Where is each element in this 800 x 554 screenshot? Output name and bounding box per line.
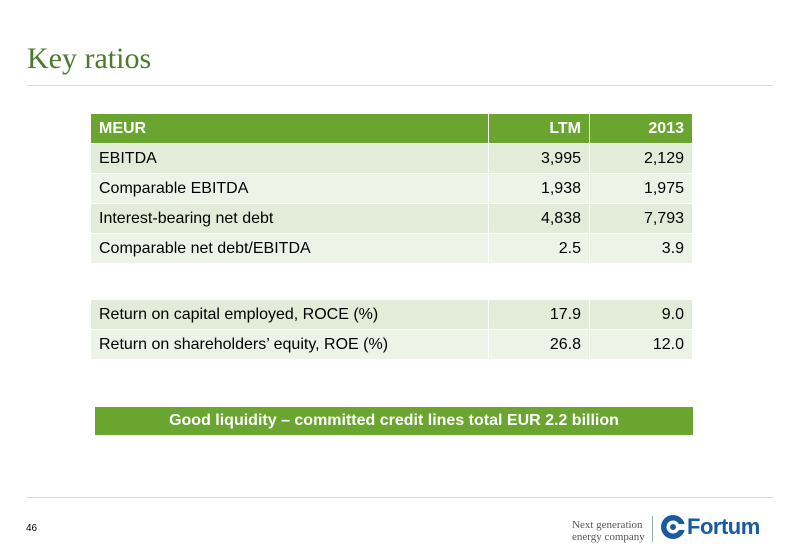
row-label: Comparable EBITDA: [90, 173, 489, 204]
table-header-row: MEUR LTM 2013: [90, 113, 693, 144]
company-logo: Fortum: [660, 514, 760, 540]
row-label: Return on capital employed, ROCE (%): [90, 299, 489, 330]
header-ltm: LTM: [488, 113, 590, 144]
row-2013-value: 1,975: [589, 173, 693, 204]
logo-divider: [652, 516, 653, 542]
key-ratios-table: MEUR LTM 2013 EBITDA 3,995 2,129 Compara…: [90, 113, 693, 264]
returns-table: Return on capital employed, ROCE (%) 17.…: [90, 299, 693, 360]
row-ltm-value: 2.5: [488, 233, 590, 264]
header-2013: 2013: [589, 113, 693, 144]
table-row: EBITDA 3,995 2,129: [90, 143, 693, 174]
row-label: Return on shareholders’ equity, ROE (%): [90, 329, 489, 360]
table-row: Comparable net debt/EBITDA 2.5 3.9: [90, 233, 693, 264]
row-label: EBITDA: [90, 143, 489, 174]
row-2013-value: 2,129: [589, 143, 693, 174]
row-2013-value: 12.0: [589, 329, 693, 360]
tagline-line-2: energy company: [572, 531, 645, 543]
row-ltm-value: 26.8: [488, 329, 590, 360]
header-meur: MEUR: [90, 113, 489, 144]
row-label: Interest-bearing net debt: [90, 203, 489, 234]
slide-title: Key ratios: [27, 42, 152, 75]
table-row: Comparable EBITDA 1,938 1,975: [90, 173, 693, 204]
footer-divider: [27, 497, 773, 498]
row-2013-value: 7,793: [589, 203, 693, 234]
row-ltm-value: 4,838: [488, 203, 590, 234]
table-row: Interest-bearing net debt 4,838 7,793: [90, 203, 693, 234]
tagline-line-1: Next generation: [572, 519, 643, 531]
row-ltm-value: 17.9: [488, 299, 590, 330]
table-row: Return on shareholders’ equity, ROE (%) …: [90, 329, 693, 360]
company-tagline: Next generation energy company: [572, 519, 652, 543]
table-row: Return on capital employed, ROCE (%) 17.…: [90, 299, 693, 330]
liquidity-banner: Good liquidity – committed credit lines …: [95, 407, 693, 435]
page-number: 46: [26, 523, 38, 534]
row-label: Comparable net debt/EBITDA: [90, 233, 489, 264]
row-2013-value: 3.9: [589, 233, 693, 264]
fortum-logo-icon: [661, 515, 686, 539]
row-ltm-value: 3,995: [488, 143, 590, 174]
title-divider: [27, 85, 773, 86]
row-2013-value: 9.0: [589, 299, 693, 330]
row-ltm-value: 1,938: [488, 173, 590, 204]
logo-wordmark: Fortum: [687, 514, 760, 539]
